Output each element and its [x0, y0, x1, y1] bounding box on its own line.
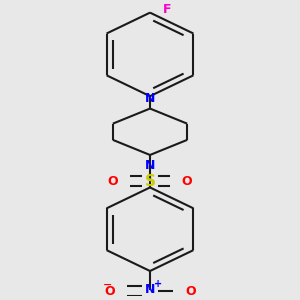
Text: −: −: [103, 280, 112, 290]
Text: +: +: [154, 279, 162, 289]
Text: N: N: [145, 92, 155, 105]
Text: O: O: [182, 175, 192, 188]
Text: N: N: [145, 159, 155, 172]
Text: O: O: [108, 175, 118, 188]
Text: S: S: [145, 174, 155, 189]
Text: O: O: [104, 285, 115, 298]
Text: O: O: [185, 285, 196, 298]
Text: F: F: [163, 3, 172, 16]
Text: N: N: [145, 283, 155, 296]
